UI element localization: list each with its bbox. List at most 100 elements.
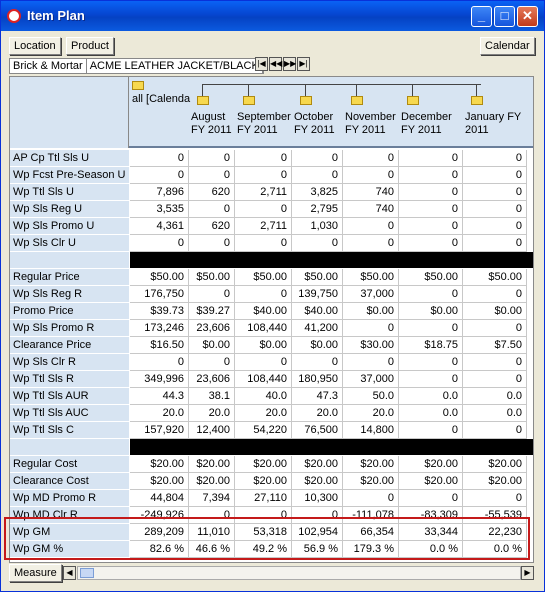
folder-icon[interactable] [300, 96, 312, 105]
row-label[interactable]: Promo Price [10, 303, 129, 320]
data-cell[interactable]: $0.00 [343, 303, 399, 320]
data-cell[interactable]: $20.00 [130, 456, 189, 473]
row-label[interactable]: Wp Sls Reg R [10, 286, 129, 303]
data-cell[interactable]: 0 [463, 286, 527, 303]
data-cell[interactable]: 0 [399, 354, 463, 371]
data-cell[interactable]: 0 [399, 184, 463, 201]
column-label[interactable]: January FY 2011 [465, 111, 522, 136]
data-cell[interactable]: 620 [189, 218, 235, 235]
data-cell[interactable]: 0.0 % [463, 541, 527, 558]
data-cell[interactable]: $20.00 [343, 456, 399, 473]
data-cell[interactable]: 0.0 [463, 405, 527, 422]
data-cell[interactable]: $50.00 [235, 269, 292, 286]
data-cell[interactable]: 0 [235, 150, 292, 167]
data-cell[interactable]: 2,711 [235, 218, 292, 235]
data-cell[interactable]: $39.27 [189, 303, 235, 320]
data-cell[interactable]: 0 [235, 167, 292, 184]
data-cell[interactable]: 0 [130, 235, 189, 252]
data-cell[interactable]: 0 [189, 286, 235, 303]
data-cell[interactable]: $0.00 [399, 303, 463, 320]
data-cell[interactable]: 620 [189, 184, 235, 201]
row-label[interactable] [10, 439, 129, 456]
row-label[interactable]: Wp Ttl Sls R [10, 371, 129, 388]
column-label[interactable]: August FY 2011 [191, 111, 232, 136]
row-label[interactable]: Wp Ttl Sls AUC [10, 405, 129, 422]
data-cell[interactable]: 2,711 [235, 184, 292, 201]
data-cell[interactable]: $20.00 [463, 456, 527, 473]
data-cell[interactable]: $40.00 [292, 303, 343, 320]
data-cell[interactable]: 0 [463, 150, 527, 167]
data-cell[interactable]: 0 [235, 235, 292, 252]
data-cell[interactable]: $20.00 [343, 473, 399, 490]
row-label[interactable]: Clearance Price [10, 337, 129, 354]
data-cell[interactable]: 37,000 [343, 286, 399, 303]
row-label[interactable]: Regular Price [10, 269, 129, 286]
column-label[interactable]: November FY 2011 [345, 111, 396, 136]
row-label[interactable]: Wp Fcst Pre-Season U [10, 167, 129, 184]
data-cell[interactable]: 0 [343, 354, 399, 371]
data-cell[interactable]: 139,750 [292, 286, 343, 303]
data-cell[interactable]: 1,030 [292, 218, 343, 235]
data-cell[interactable]: 0 [189, 235, 235, 252]
column-label[interactable]: December FY 2011 [401, 111, 452, 136]
row-label[interactable]: Wp Ttl Sls C [10, 422, 129, 439]
column-label[interactable]: October FY 2011 [294, 111, 335, 136]
first-page-icon[interactable]: |◀ [255, 57, 268, 71]
data-cell[interactable]: 0 [343, 150, 399, 167]
data-cell[interactable]: $0.00 [189, 337, 235, 354]
row-label[interactable]: Wp Ttl Sls AUR [10, 388, 129, 405]
data-cell[interactable]: 108,440 [235, 320, 292, 337]
data-cell[interactable]: 157,920 [130, 422, 189, 439]
data-cell[interactable]: 7,394 [189, 490, 235, 507]
product-button[interactable]: Product [66, 37, 114, 55]
data-cell[interactable]: 0 [463, 218, 527, 235]
data-cell[interactable]: 27,110 [235, 490, 292, 507]
minimize-button[interactable]: _ [471, 6, 492, 27]
data-cell[interactable]: 108,440 [235, 371, 292, 388]
title-bar[interactable]: Item Plan _ □ ✕ [1, 1, 544, 31]
data-cell[interactable]: $50.00 [189, 269, 235, 286]
data-cell[interactable]: 53,318 [235, 524, 292, 541]
data-cell[interactable]: 0 [235, 286, 292, 303]
data-cell[interactable]: $0.00 [463, 303, 527, 320]
data-cell[interactable]: 76,500 [292, 422, 343, 439]
row-label[interactable]: Wp Sls Reg U [10, 201, 129, 218]
data-cell[interactable]: $50.00 [463, 269, 527, 286]
data-cell[interactable]: $40.00 [235, 303, 292, 320]
data-cell[interactable]: 47.3 [292, 388, 343, 405]
data-cell[interactable]: 0 [463, 354, 527, 371]
data-cell[interactable]: $0.00 [235, 337, 292, 354]
data-cell[interactable]: 49.2 % [235, 541, 292, 558]
data-cell[interactable]: $20.00 [130, 473, 189, 490]
data-cell[interactable]: 0 [463, 167, 527, 184]
data-cell[interactable]: 0 [399, 320, 463, 337]
data-cell[interactable]: 2,795 [292, 201, 343, 218]
data-cell[interactable]: 0 [235, 507, 292, 524]
data-cell[interactable]: $39.73 [130, 303, 189, 320]
data-cell[interactable]: 3,535 [130, 201, 189, 218]
data-cell[interactable]: 0 [399, 218, 463, 235]
data-cell[interactable]: 44,804 [130, 490, 189, 507]
next-page-icon[interactable]: ▶▶ [283, 57, 296, 71]
data-cell[interactable]: $16.50 [130, 337, 189, 354]
data-cell[interactable]: 20.0 [343, 405, 399, 422]
data-cell[interactable]: 20.0 [292, 405, 343, 422]
data-cell[interactable]: 0 [399, 201, 463, 218]
data-cell[interactable]: 82.6 % [130, 541, 189, 558]
data-cell[interactable]: 0 [399, 422, 463, 439]
data-cell[interactable]: 33,344 [399, 524, 463, 541]
calendar-button[interactable]: Calendar [480, 37, 535, 55]
row-label[interactable]: Wp Sls Promo U [10, 218, 129, 235]
data-cell[interactable]: 349,996 [130, 371, 189, 388]
data-cell[interactable]: 0.0 [399, 388, 463, 405]
column-label[interactable]: all [Calenda [132, 93, 191, 105]
data-cell[interactable]: 14,800 [343, 422, 399, 439]
data-cell[interactable]: 0 [343, 320, 399, 337]
data-cell[interactable]: 54,220 [235, 422, 292, 439]
data-cell[interactable]: $20.00 [189, 456, 235, 473]
data-cell[interactable]: 0 [130, 150, 189, 167]
data-cell[interactable]: 23,606 [189, 371, 235, 388]
data-cell[interactable]: 0 [399, 490, 463, 507]
data-cell[interactable]: $7.50 [463, 337, 527, 354]
data-cell[interactable]: 0 [189, 150, 235, 167]
